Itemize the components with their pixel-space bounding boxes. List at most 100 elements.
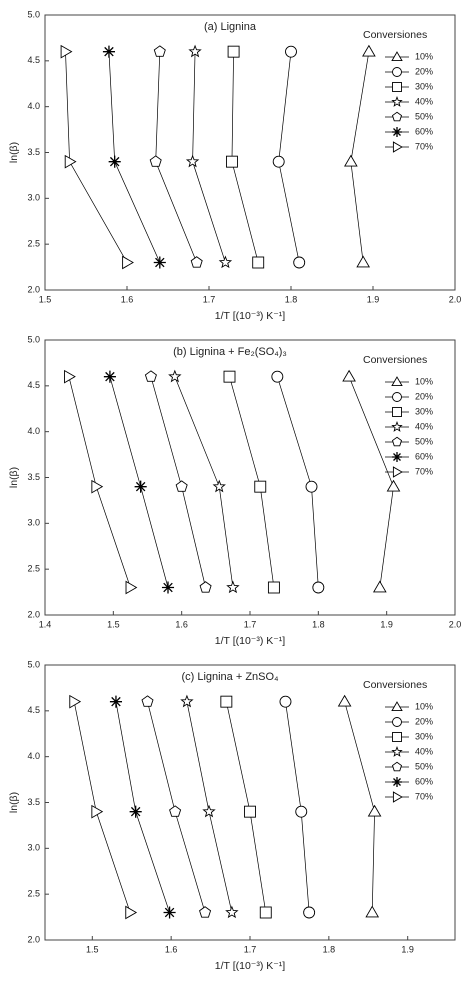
legend-label: 60% xyxy=(415,126,433,136)
marker xyxy=(392,392,402,402)
x-axis-label: 1/T [(10⁻³) K⁻¹] xyxy=(215,310,285,322)
marker xyxy=(391,421,403,432)
y-tick-label: 2.5 xyxy=(27,239,40,249)
marker xyxy=(153,45,166,57)
marker xyxy=(392,127,402,137)
chart-title: (a) Lignina xyxy=(204,21,257,33)
y-tick-label: 4.0 xyxy=(27,751,40,761)
marker xyxy=(102,45,116,58)
marker xyxy=(169,805,182,817)
marker xyxy=(271,370,284,383)
marker xyxy=(267,581,280,594)
marker xyxy=(163,906,176,919)
marker xyxy=(190,256,203,268)
marker xyxy=(392,141,403,153)
marker xyxy=(69,694,82,709)
marker xyxy=(226,580,240,594)
x-tick-label: 1.7 xyxy=(244,619,257,629)
marker xyxy=(391,761,403,772)
legend-label: 50% xyxy=(415,111,433,121)
y-tick-label: 4.5 xyxy=(27,380,40,390)
y-tick-label: 3.5 xyxy=(27,472,40,482)
legend-label: 20% xyxy=(415,391,433,401)
marker xyxy=(392,466,403,478)
marker xyxy=(391,51,403,62)
marker xyxy=(60,44,73,59)
marker xyxy=(175,480,188,492)
series-line xyxy=(229,376,275,588)
marker xyxy=(295,805,308,818)
legend-label: 10% xyxy=(415,376,433,386)
legend-label: 20% xyxy=(415,716,433,726)
series-line xyxy=(65,51,128,263)
legend-label: 70% xyxy=(415,141,433,151)
marker xyxy=(244,805,256,818)
x-axis-label: 1/T [(10⁻³) K⁻¹] xyxy=(215,960,285,972)
y-tick-label: 3.0 xyxy=(27,193,40,203)
series-line xyxy=(350,51,370,263)
x-tick-label: 1.9 xyxy=(401,944,414,954)
y-tick-label: 2.5 xyxy=(27,564,40,574)
series-line xyxy=(285,701,310,913)
marker xyxy=(252,256,265,269)
y-axis-label: ln(β) xyxy=(8,467,20,488)
legend-label: 10% xyxy=(415,51,433,61)
marker xyxy=(259,906,272,919)
y-axis-label: ln(β) xyxy=(8,792,20,813)
marker xyxy=(144,370,157,382)
x-tick-label: 1.8 xyxy=(312,619,325,629)
y-tick-label: 2.0 xyxy=(27,934,40,944)
marker xyxy=(227,45,240,58)
marker xyxy=(367,804,382,817)
y-tick-label: 3.5 xyxy=(27,147,40,157)
y-tick-label: 4.5 xyxy=(27,705,40,715)
y-tick-label: 2.0 xyxy=(27,284,40,294)
marker xyxy=(220,695,233,708)
x-tick-label: 1.7 xyxy=(203,294,216,304)
y-tick-label: 4.5 xyxy=(27,55,40,65)
marker xyxy=(149,155,162,167)
legend-label: 70% xyxy=(415,466,433,476)
marker xyxy=(91,479,104,494)
marker xyxy=(226,155,238,168)
marker xyxy=(305,480,318,493)
marker xyxy=(161,581,175,594)
y-tick-label: 4.0 xyxy=(27,426,40,436)
x-tick-label: 1.5 xyxy=(39,294,52,304)
x-axis-label: 1/T [(10⁻³) K⁻¹] xyxy=(215,635,285,647)
x-tick-label: 1.9 xyxy=(367,294,380,304)
y-tick-label: 3.0 xyxy=(27,843,40,853)
marker xyxy=(392,67,402,77)
legend-label: 70% xyxy=(415,791,433,801)
marker xyxy=(392,82,402,92)
marker xyxy=(392,732,402,742)
marker xyxy=(344,154,358,167)
x-tick-label: 1.6 xyxy=(121,294,134,304)
marker xyxy=(218,255,233,269)
legend-label: 10% xyxy=(415,701,433,711)
marker xyxy=(356,255,370,268)
marker xyxy=(141,695,154,707)
marker xyxy=(212,479,226,493)
y-axis-label: ln(β) xyxy=(8,142,20,163)
marker xyxy=(64,154,77,169)
series-line xyxy=(155,51,198,263)
marker xyxy=(272,155,285,168)
y-tick-label: 4.0 xyxy=(27,101,40,111)
marker xyxy=(223,370,236,383)
chart-title: (c) Lignina + ZnSO₄ xyxy=(181,671,279,683)
y-tick-label: 5.0 xyxy=(27,334,40,344)
legend-title: Conversiones xyxy=(363,29,427,41)
marker xyxy=(279,695,292,708)
marker xyxy=(185,154,200,168)
legend-label: 30% xyxy=(415,406,433,416)
series-line xyxy=(115,701,170,913)
x-tick-label: 1.8 xyxy=(285,294,298,304)
marker xyxy=(391,376,403,387)
x-tick-label: 1.9 xyxy=(380,619,393,629)
x-tick-label: 1.6 xyxy=(175,619,188,629)
plot-frame xyxy=(44,14,456,291)
legend-title: Conversiones xyxy=(363,354,427,366)
marker xyxy=(303,906,316,919)
marker xyxy=(125,905,138,920)
